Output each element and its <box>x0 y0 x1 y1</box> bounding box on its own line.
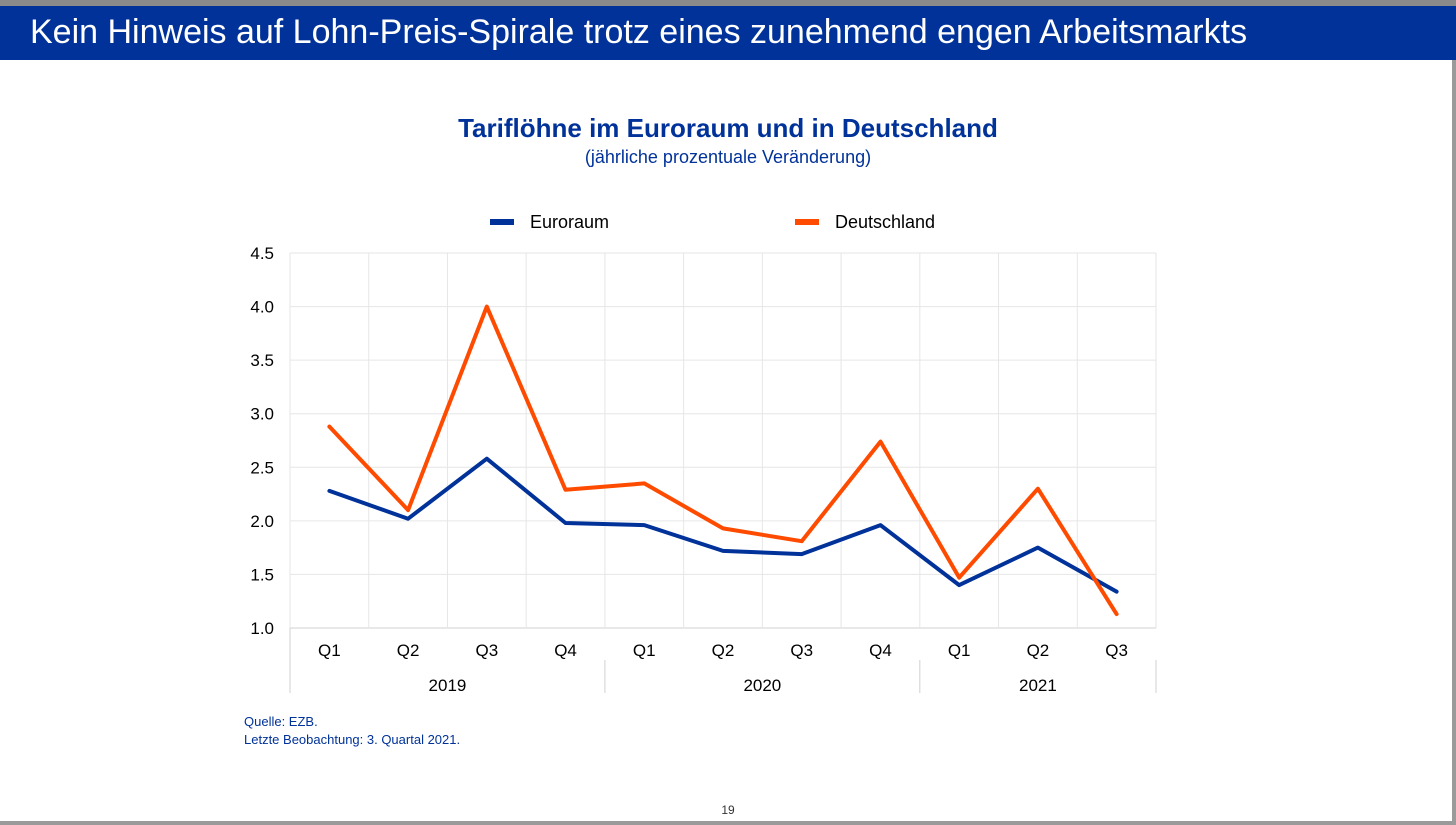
y-tick-label: 4.0 <box>250 298 274 317</box>
year-group-label: 2020 <box>743 676 781 695</box>
y-tick-label: 2.0 <box>250 512 274 531</box>
series-line-deutschland <box>327 304 1119 617</box>
year-group-label: 2021 <box>1019 676 1057 695</box>
slide-title: Kein Hinweis auf Lohn-Preis-Spirale trot… <box>30 13 1248 51</box>
chart-title: Tariflöhne im Euroraum und in Deutschlan… <box>458 113 998 143</box>
title-banner: Kein Hinweis auf Lohn-Preis-Spirale trot… <box>0 6 1456 60</box>
x-tick-label: Q2 <box>397 641 420 660</box>
y-tick-label: 3.0 <box>250 405 274 424</box>
last-observation-line: Letzte Beobachtung: 3. Quartal 2021. <box>244 732 461 747</box>
slide-frame <box>0 60 1456 825</box>
window-top-strip <box>0 0 1456 6</box>
x-tick-label: Q2 <box>1027 641 1050 660</box>
x-tick-label: Q1 <box>318 641 341 660</box>
legend-label-deutschland: Deutschland <box>835 212 936 232</box>
y-tick-label: 1.0 <box>250 619 274 638</box>
legend-swatch-euroraum <box>490 219 514 225</box>
x-tick-label: Q3 <box>1105 641 1128 660</box>
legend-swatch-deutschland <box>795 219 819 225</box>
x-tick-label: Q2 <box>712 641 735 660</box>
x-tick-label: Q1 <box>948 641 971 660</box>
source-note: Quelle: EZB. Letzte Beobachtung: 3. Quar… <box>244 713 460 749</box>
y-tick-label: 1.5 <box>250 565 274 584</box>
source-line: Quelle: EZB. <box>244 714 318 729</box>
x-tick-label: Q3 <box>790 641 813 660</box>
x-tick-label: Q4 <box>554 641 577 660</box>
legend-label-euroraum: Euroraum <box>530 212 610 232</box>
x-tick-label: Q3 <box>475 641 498 660</box>
chart-subtitle: (jährliche prozentuale Veränderung) <box>584 147 872 167</box>
x-tick-label: Q4 <box>869 641 892 660</box>
year-group-label: 2019 <box>429 676 467 695</box>
series-line-euroraum <box>327 456 1119 594</box>
y-tick-label: 2.5 <box>250 458 274 477</box>
y-tick-label: 4.5 <box>250 244 274 263</box>
page-number: 19 <box>721 803 735 817</box>
x-tick-label: Q1 <box>633 641 656 660</box>
y-tick-label: 3.5 <box>250 351 274 370</box>
